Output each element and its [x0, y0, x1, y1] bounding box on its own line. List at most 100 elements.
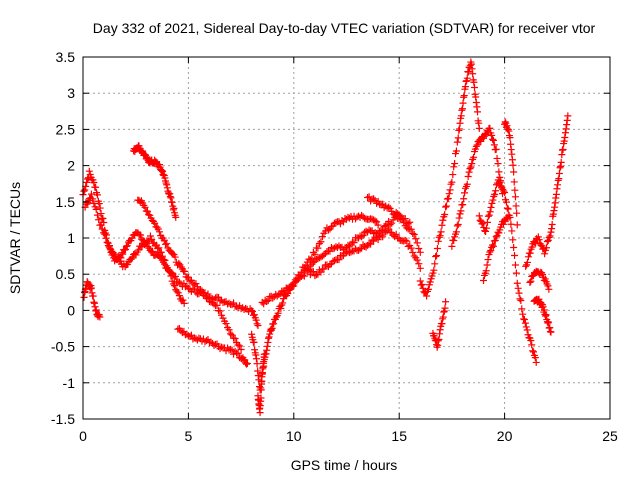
data-point: [553, 185, 561, 193]
data-point: [166, 267, 174, 275]
data-point: [501, 189, 509, 197]
data-point: [551, 199, 559, 207]
data-point: [494, 160, 502, 168]
data-point: [308, 254, 316, 262]
data-point: [541, 250, 549, 258]
data-point: [434, 341, 442, 349]
data-point: [326, 261, 334, 269]
data-point: [439, 216, 447, 224]
data-point: [410, 230, 418, 238]
data-point: [458, 106, 466, 114]
data-point: [320, 251, 328, 259]
data-point: [452, 228, 460, 236]
data-point: [332, 243, 340, 251]
data-point: [497, 182, 505, 190]
data-point: [213, 301, 221, 309]
data-point: [545, 285, 553, 293]
data-point: [433, 245, 441, 253]
data-point: [355, 212, 363, 220]
y-tick-label: -0.5: [51, 339, 75, 355]
data-point: [128, 234, 136, 242]
data-point: [530, 348, 538, 356]
data-point: [555, 170, 563, 178]
x-tick-label: 0: [79, 428, 87, 444]
data-point: [510, 243, 518, 251]
data-point: [202, 294, 210, 302]
y-tick-label: -1: [63, 375, 76, 391]
data-point: [469, 70, 477, 78]
data-point: [508, 227, 516, 235]
data-point: [544, 282, 552, 290]
data-point: [324, 226, 332, 234]
data-point: [329, 257, 337, 265]
data-point: [409, 249, 417, 257]
data-point: [468, 65, 476, 73]
data-point: [330, 219, 338, 227]
data-point: [473, 108, 481, 116]
data-point: [386, 221, 394, 229]
data-point: [506, 134, 514, 142]
data-point: [465, 168, 473, 176]
data-point: [252, 355, 260, 363]
x-tick-label: 10: [286, 428, 302, 444]
data-point: [87, 284, 95, 292]
data-point: [106, 242, 114, 250]
data-point: [503, 204, 511, 212]
data-point: [268, 326, 276, 334]
data-point: [452, 147, 460, 155]
data-point: [233, 303, 241, 311]
data-point: [83, 178, 91, 186]
data-point: [409, 229, 417, 237]
data-point: [548, 221, 556, 229]
series-trace-k: [364, 193, 414, 233]
data-point: [563, 116, 571, 124]
data-point: [160, 256, 168, 264]
data-point: [279, 288, 287, 296]
data-point: [296, 271, 304, 279]
data-point: [500, 187, 508, 195]
data-point: [167, 194, 175, 202]
data-point: [140, 241, 148, 249]
data-point: [433, 252, 441, 260]
data-point: [546, 324, 554, 332]
series-trace-b: [81, 190, 188, 307]
series-trace-d: [134, 196, 245, 353]
data-point: [496, 178, 504, 186]
data-point: [277, 304, 285, 312]
data-point: [434, 337, 442, 345]
data-point: [225, 326, 233, 334]
data-point: [416, 277, 424, 285]
data-point: [419, 284, 427, 292]
data-point: [542, 312, 550, 320]
data-point: [485, 211, 493, 219]
data-point: [516, 295, 524, 303]
data-point: [558, 151, 566, 159]
data-point: [406, 225, 414, 233]
data-point: [163, 184, 171, 192]
data-point: [154, 244, 162, 252]
series-trace-i: [254, 350, 268, 417]
data-point: [486, 208, 494, 216]
data-point: [507, 140, 515, 148]
data-point: [121, 245, 129, 253]
data-point: [137, 231, 145, 239]
data-point: [302, 265, 310, 273]
data-point: [521, 319, 529, 327]
data-point: [291, 276, 299, 284]
data-point: [98, 225, 106, 233]
data-point: [236, 342, 244, 350]
data-point: [143, 153, 151, 161]
data-point: [361, 214, 369, 222]
data-point: [365, 239, 373, 247]
data-point: [431, 260, 439, 268]
data-point: [473, 103, 481, 111]
data-point: [371, 217, 379, 225]
data-point: [395, 211, 403, 219]
data-point: [502, 198, 510, 206]
data-point: [438, 221, 446, 229]
data-point: [361, 243, 369, 251]
data-point: [495, 168, 503, 176]
data-point: [439, 315, 447, 323]
data-point: [237, 345, 245, 353]
data-point: [184, 273, 192, 281]
